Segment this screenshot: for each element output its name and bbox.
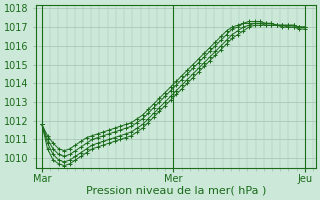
X-axis label: Pression niveau de la mer( hPa ): Pression niveau de la mer( hPa ) bbox=[86, 186, 266, 196]
